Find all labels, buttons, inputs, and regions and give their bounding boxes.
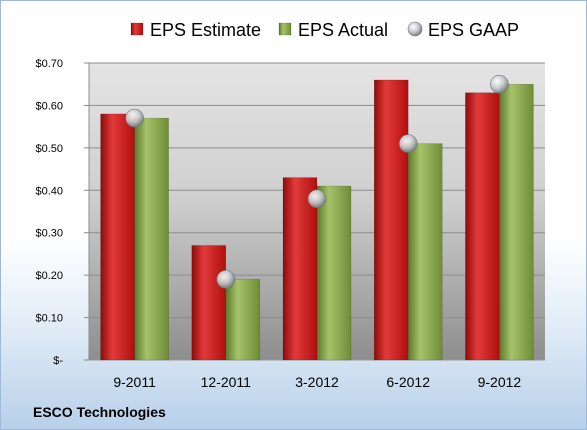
y-tick-label: $0.20 [35, 270, 63, 282]
company-name: ESCO Technologies [33, 404, 166, 420]
bar-eps-estimate [465, 92, 500, 361]
y-tick-label: $0.60 [35, 100, 63, 112]
bar-eps-actual [316, 185, 352, 361]
x-tick-label: 9-2012 [478, 374, 522, 390]
marker-eps-gaap [490, 74, 509, 94]
x-tick-label: 9-2011 [113, 374, 156, 390]
bar-eps-actual [134, 117, 169, 361]
y-tick-label: $0.30 [35, 228, 63, 240]
bar-eps-actual [407, 143, 443, 361]
bar-eps-estimate [282, 177, 318, 361]
legend-swatch-eps-actual [278, 22, 292, 36]
marker-eps-gaap [216, 270, 236, 289]
y-tick-label: $0.10 [35, 313, 63, 325]
x-tick-label: 3-2012 [295, 374, 339, 390]
bar-eps-actual [499, 83, 534, 361]
legend-label: EPS Estimate [150, 20, 261, 40]
y-tick-label: $0.50 [35, 143, 63, 155]
marker-eps-gaap [307, 189, 327, 209]
marker-eps-gaap [125, 108, 144, 128]
bars [100, 79, 534, 361]
y-tick-label: $0.40 [35, 185, 63, 197]
marker-eps-gaap [398, 134, 418, 153]
gaap-markers [125, 74, 509, 289]
y-tick-label: $- [53, 355, 63, 367]
x-axis-ticks: 9-2011 12-2011 3-2012 6-2012 9-2012 [113, 374, 521, 390]
bar-eps-actual [225, 279, 261, 361]
y-tick-label: $0.70 [35, 58, 63, 70]
x-tick-label: 6-2012 [386, 374, 430, 390]
legend-swatch-eps-gaap [407, 21, 423, 37]
bar-eps-estimate [100, 113, 135, 361]
x-tick-label: 12-2011 [201, 374, 252, 390]
y-axis-ticks: $- $0.10 $0.20 $0.30 $0.40 $0.50 $0.60 $0.70 [35, 58, 90, 367]
legend: EPS Estimate EPS Actual EPS GAAP [130, 20, 519, 40]
legend-label: EPS GAAP [428, 20, 519, 40]
bar-eps-estimate [373, 79, 409, 361]
legend-label: EPS Actual [298, 20, 388, 40]
bar-eps-estimate [191, 245, 227, 361]
legend-swatch-eps-estimate [130, 22, 144, 36]
